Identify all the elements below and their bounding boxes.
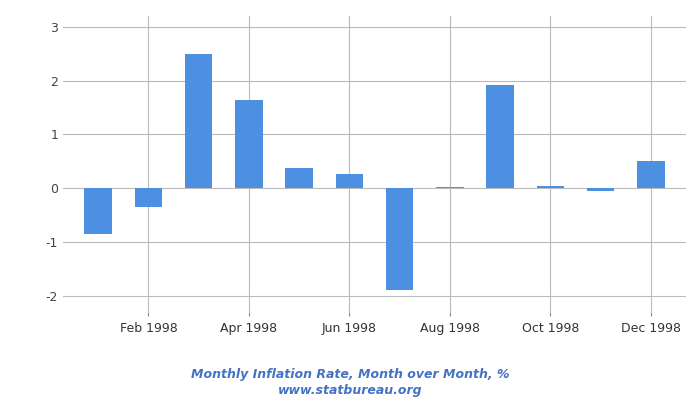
Bar: [587, 188, 615, 191]
Bar: [436, 187, 463, 188]
Bar: [185, 54, 213, 188]
Bar: [486, 85, 514, 188]
Bar: [335, 174, 363, 188]
Bar: [386, 188, 414, 290]
Bar: [134, 188, 162, 207]
Text: Monthly Inflation Rate, Month over Month, %: Monthly Inflation Rate, Month over Month…: [190, 368, 510, 381]
Text: www.statbureau.org: www.statbureau.org: [278, 384, 422, 397]
Bar: [286, 168, 313, 188]
Bar: [637, 161, 664, 188]
Bar: [85, 188, 112, 234]
Bar: [536, 186, 564, 188]
Bar: [235, 100, 262, 188]
